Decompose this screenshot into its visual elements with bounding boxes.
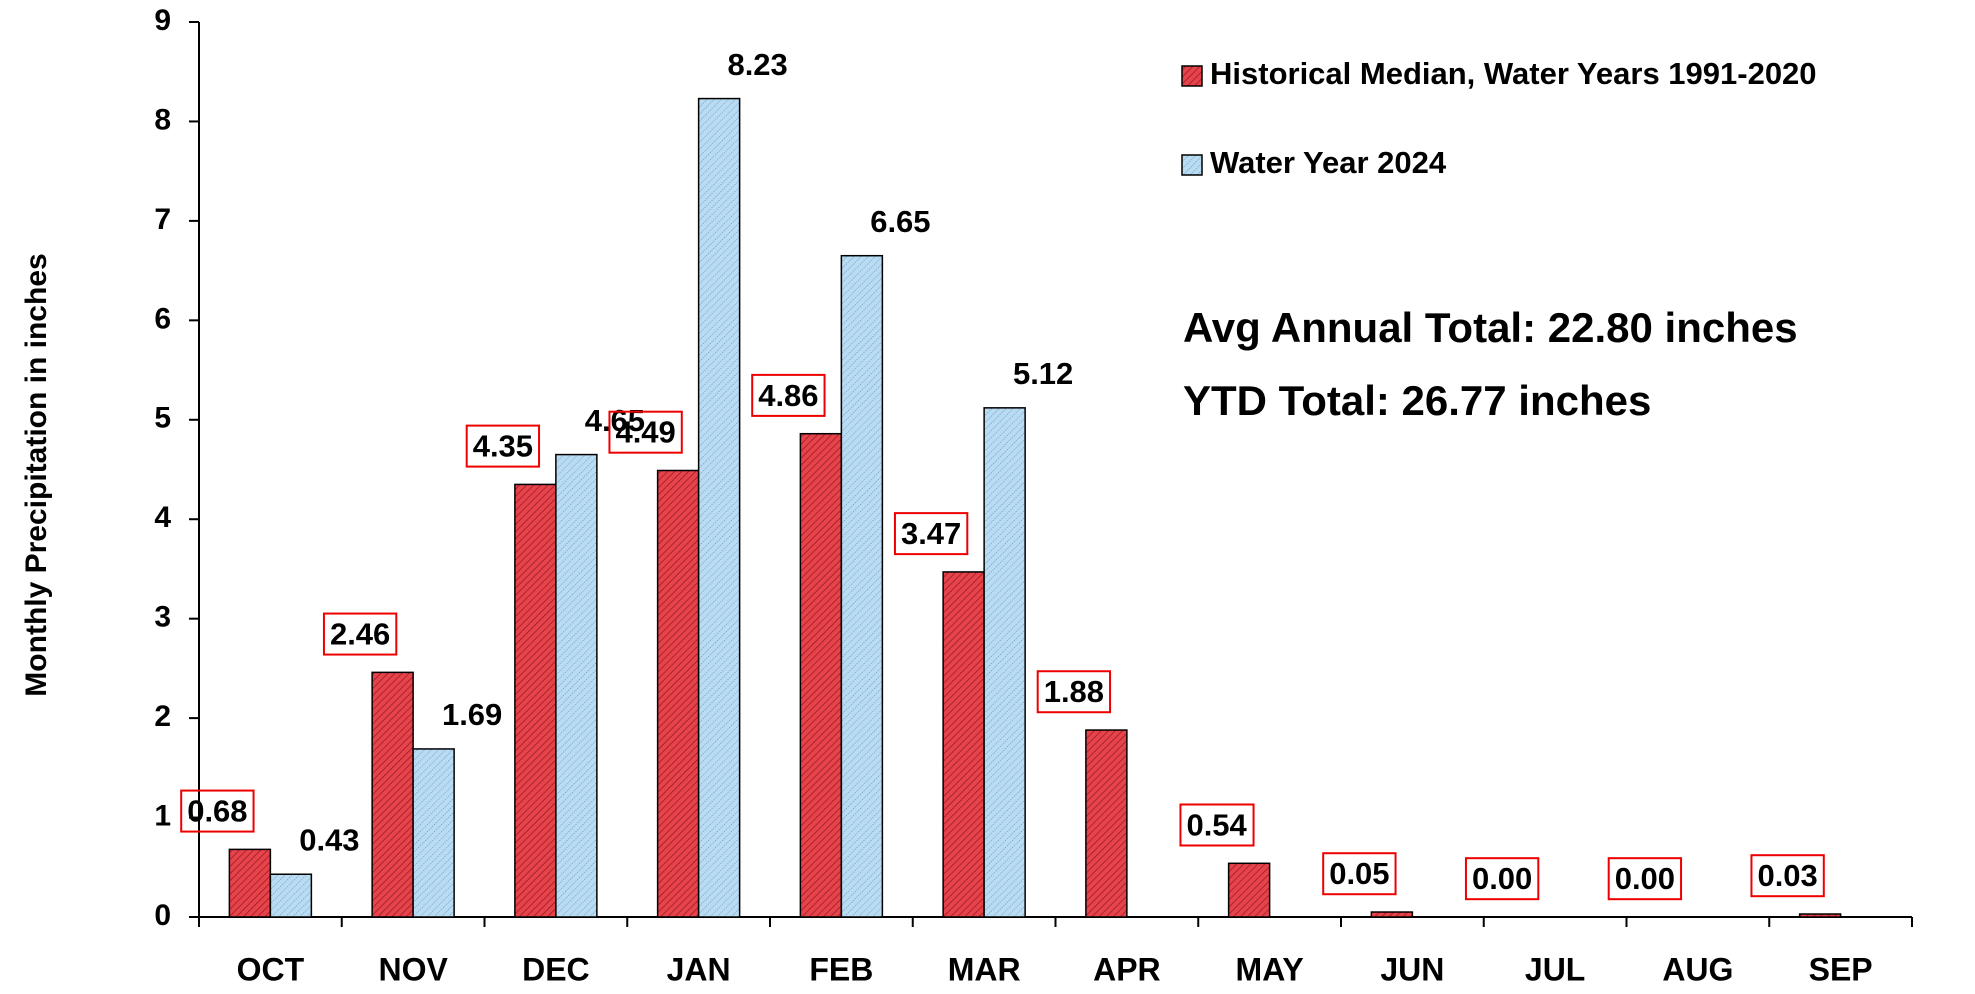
y-tick-label: 4 (154, 501, 171, 534)
data-label-box (1750, 854, 1825, 898)
bar (371, 671, 414, 918)
bar (555, 453, 598, 918)
bar (942, 571, 985, 918)
x-tick-label: FEB (809, 951, 873, 987)
data-label: 1.88 (1044, 674, 1104, 709)
data-label-box (1179, 803, 1255, 847)
x-tick-label: DEC (522, 951, 590, 987)
data-label: 8.23 (727, 47, 787, 82)
legend-swatch (1181, 65, 1203, 87)
data-label-box (1036, 670, 1112, 714)
x-tick-label: SEP (1809, 951, 1873, 987)
bar (697, 97, 741, 918)
data-label: 2.46 (330, 617, 390, 652)
bar (799, 432, 843, 918)
y-axis-label: Monthly Precipitation in inches (20, 253, 53, 696)
data-label-box (180, 789, 255, 833)
x-tick-label: NOV (378, 951, 448, 987)
x-tick-label: JAN (667, 951, 731, 987)
data-label: 1.69 (442, 697, 502, 732)
data-label-box (1322, 852, 1397, 896)
y-tick-label: 0 (154, 899, 171, 932)
bar (1085, 729, 1128, 918)
y-tick-label: 3 (154, 601, 171, 634)
x-tick-label: MAR (948, 951, 1021, 987)
bar (840, 254, 884, 918)
data-label: 4.35 (473, 429, 533, 464)
x-tick-label: APR (1093, 951, 1161, 987)
annotation: Avg Annual Total: 22.80 inches (1183, 304, 1798, 351)
data-label: 4.65 (585, 403, 645, 438)
data-label: 3.47 (901, 516, 961, 551)
data-label: 0.03 (1757, 858, 1817, 893)
data-label-box (751, 373, 826, 417)
data-label-box (1607, 857, 1683, 901)
bar (983, 407, 1026, 918)
y-tick-label: 2 (154, 700, 171, 733)
bar (1370, 911, 1414, 918)
legend-swatch (1181, 154, 1203, 176)
data-label: 0.00 (1472, 861, 1532, 896)
data-label: 4.49 (615, 415, 675, 450)
data-label-box (893, 512, 969, 556)
data-label: 0.54 (1186, 807, 1247, 842)
x-tick-label: JUL (1525, 951, 1585, 987)
bar (1798, 913, 1842, 918)
y-tick-label: 8 (154, 103, 171, 136)
data-label: 0.05 (1329, 856, 1389, 891)
data-label: 6.65 (870, 204, 930, 239)
y-tick-label: 7 (154, 203, 171, 236)
x-tick-label: MAY (1236, 951, 1304, 987)
y-tick-label: 6 (154, 302, 171, 335)
data-label: 0.00 (1615, 861, 1675, 896)
x-tick-label: OCT (237, 951, 305, 987)
bar (228, 848, 272, 918)
y-tick-label: 5 (154, 402, 171, 435)
data-label: 4.86 (758, 378, 818, 413)
data-label-box (322, 612, 398, 656)
data-label: 5.12 (1013, 356, 1073, 391)
data-label-box (465, 424, 541, 468)
x-tick-label: AUG (1662, 951, 1733, 987)
bar (1227, 862, 1271, 918)
data-label: 0.68 (187, 794, 247, 829)
annotation: YTD Total: 26.77 inches (1183, 377, 1651, 424)
data-label: 0.43 (299, 822, 359, 857)
legend-label: Water Year 2024 (1210, 145, 1447, 180)
bar (269, 873, 313, 918)
data-label-box (1464, 857, 1540, 901)
legend-label: Historical Median, Water Years 1991-2020 (1210, 56, 1817, 91)
x-tick-label: JUN (1380, 951, 1444, 987)
y-tick-label: 1 (154, 799, 171, 832)
bar (412, 748, 455, 918)
bar (656, 469, 700, 918)
data-label-box (608, 410, 683, 454)
y-tick-label: 9 (154, 4, 171, 37)
bar (514, 483, 557, 918)
